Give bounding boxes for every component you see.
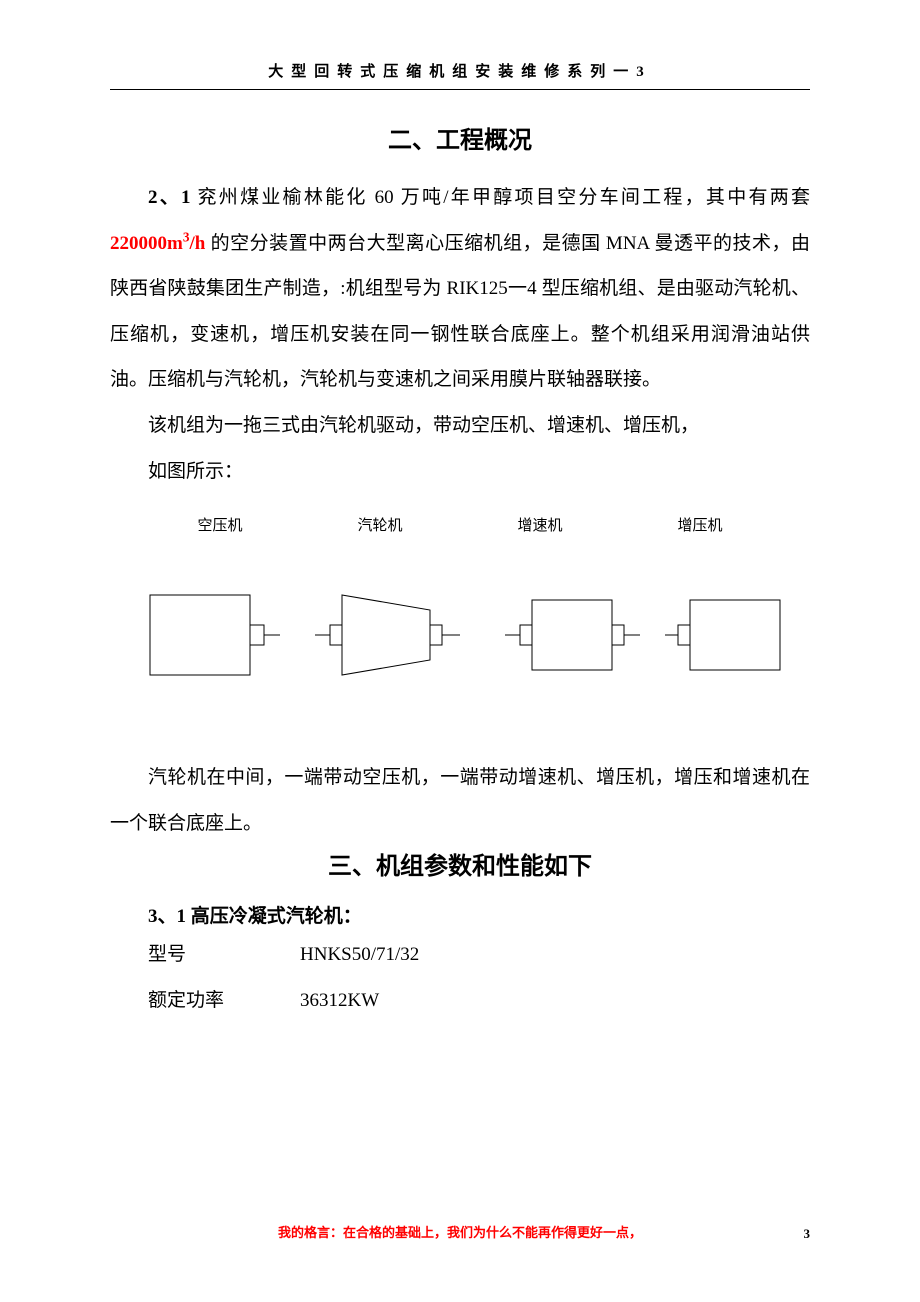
diagram-label: 增速机 <box>517 514 562 535</box>
highlight-capacity: 220000m3/h <box>110 233 205 254</box>
running-header: 大型回转式压缩机组安装维修系列一3 <box>110 60 810 90</box>
param-label: 型号 <box>110 932 300 978</box>
para-text-b: 的空分装置中两台大型离心压缩机组，是德国 MNA 曼透平的技术，由陕西省陕鼓集团… <box>110 233 810 391</box>
subsection-3-1: 3、1 高压冷凝式汽轮机： <box>110 901 810 928</box>
page-footer: 我的格言：在合格的基础上，我们为什么不能再作得更好一点， <box>0 1222 920 1242</box>
param-row: 型号 HNKS50/71/32 <box>110 932 810 978</box>
param-row: 额定功率 36312KW <box>110 978 810 1024</box>
page-number: 3 <box>804 1226 811 1242</box>
footer-motto: 我的格言：在合格的基础上，我们为什么不能再作得更好一点， <box>278 1225 642 1240</box>
diagram-label: 空压机 <box>197 514 242 535</box>
diagram-label: 汽轮机 <box>357 514 402 535</box>
section-2-title: 二、工程概况 <box>110 120 810 155</box>
paragraph-2-1: 2、1 兖州煤业榆林能化 60 万吨/年甲醇项目空分车间工程，其中有两套 220… <box>110 175 810 403</box>
paragraph-2-2: 该机组为一拖三式由汽轮机驱动，带动空压机、增速机、增压机， <box>110 403 810 449</box>
paragraph-2-4: 汽轮机在中间，一端带动空压机，一端带动增速机、增压机，增压和增速机在一个联合底座… <box>110 755 810 846</box>
machine-diagram <box>110 575 810 695</box>
diagram-label: 增压机 <box>677 514 722 535</box>
para-lead-number: 2、1 <box>148 187 191 208</box>
section-3-title: 三、机组参数和性能如下 <box>110 846 810 881</box>
param-value: 36312KW <box>300 978 379 1024</box>
diagram-labels-row: 空压机 汽轮机 增速机 增压机 <box>110 514 810 535</box>
paragraph-2-3: 如图所示： <box>110 449 810 495</box>
param-value: HNKS50/71/32 <box>300 932 419 978</box>
param-label: 额定功率 <box>110 978 300 1024</box>
para-text-a: 兖州煤业榆林能化 60 万吨/年甲醇项目空分车间工程，其中有两套 <box>191 187 810 208</box>
machine-svg <box>110 575 810 695</box>
